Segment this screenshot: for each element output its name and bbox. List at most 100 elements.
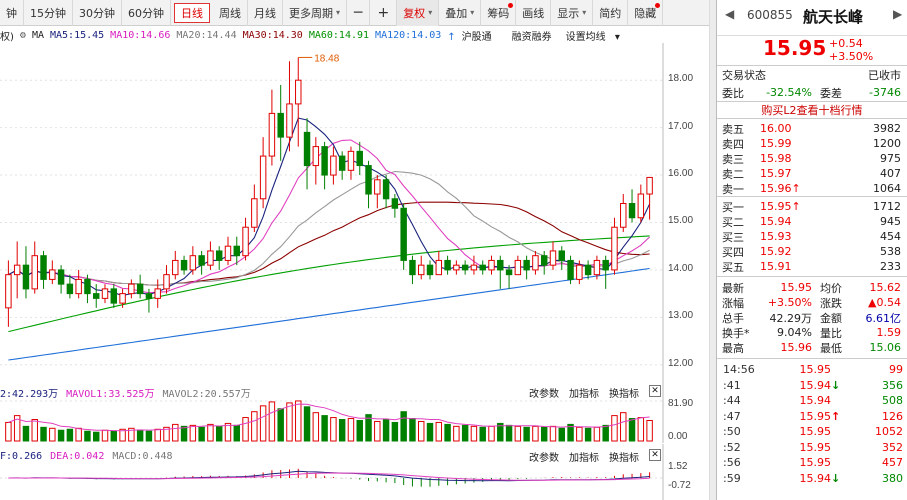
buy-level-price: 15.93 [760, 230, 820, 243]
vol-edit-params-button[interactable]: 改参数 [529, 389, 559, 400]
volume-bar [470, 425, 478, 442]
chips-label: 筹码 [487, 6, 510, 20]
simple-mode-button[interactable]: 简约 [593, 0, 629, 26]
candle-body [523, 259, 530, 271]
period-monthly-button[interactable]: 月线 [248, 0, 283, 26]
current-price: 15.95 [763, 36, 827, 60]
close-icon[interactable]: ✕ [649, 449, 661, 461]
candle-body [22, 264, 30, 290]
volume-bar [93, 431, 100, 442]
tick-row: :59 15.94 ↓ 380 [717, 471, 907, 487]
buy-level-price: 15.94 [760, 215, 820, 228]
candle-body [628, 203, 636, 219]
quote-value: 15.62 [869, 281, 902, 294]
period-15min-button[interactable]: 15分钟 [24, 0, 73, 26]
buy-level-price: 15.91 [760, 260, 820, 273]
period-60min-button[interactable]: 60分钟 [122, 0, 171, 26]
close-icon[interactable]: ✕ [649, 385, 661, 397]
quote-panel: ◀ 600855 航天长峰 ▶ 15.95 +0.54 +3.50% 交易状态 … [716, 0, 907, 500]
macd-switch-indicator-button[interactable]: 换指标 [609, 453, 639, 464]
mavol2-value: MAVOL2:20.557万 [162, 389, 251, 400]
tick-time: 14:56 [723, 363, 755, 377]
settings-icon[interactable]: ⚙ [19, 29, 26, 41]
overlay-button[interactable]: 叠加 ▾ [439, 0, 482, 26]
price-tick-label: 17.00 [668, 120, 694, 132]
volume-bar [461, 424, 469, 442]
volume-bar [593, 426, 601, 442]
volume-bar [611, 415, 618, 442]
candle-body [532, 255, 539, 271]
tick-price: 15.94 [799, 378, 832, 392]
tick-row: :52 15.95 352 [717, 440, 907, 456]
tick-volume: 352 [882, 440, 903, 454]
period-1min-button[interactable]: 钟 [0, 0, 24, 26]
buy-row[interactable]: 买二 15.94 945 [717, 214, 907, 229]
sell-price-text: 15.96 [760, 182, 792, 195]
volume-bar [444, 423, 451, 442]
quote-label: 换手* [722, 326, 750, 340]
prev-stock-icon[interactable]: ◀ [725, 7, 735, 21]
sell-row[interactable]: 卖三 15.98 975 [717, 151, 907, 166]
candle-body [558, 250, 565, 261]
sell-level-volume: 3982 [873, 122, 901, 135]
notification-dot-icon [508, 2, 514, 8]
sell-row[interactable]: 卖五 16.00 3982 [717, 121, 907, 136]
hide-button[interactable]: 隐藏 [628, 0, 664, 26]
volume-bar [110, 430, 118, 442]
period-weekly-button[interactable]: 周线 [213, 0, 248, 26]
sell-price-text: 15.98 [760, 152, 792, 165]
hgt-toggle[interactable]: ↑ 沪股通 [447, 28, 497, 43]
volume-bar [128, 427, 135, 442]
buy-price-text: 15.94 [760, 215, 792, 228]
buy-row[interactable]: 买五 15.91 233 [717, 259, 907, 274]
volume-bar [628, 418, 636, 442]
candle-body [215, 250, 223, 261]
volume-bar [409, 418, 416, 442]
volume-bar [453, 425, 460, 442]
buy-row[interactable]: 买四 15.92 538 [717, 244, 907, 259]
candle-body [286, 103, 293, 138]
vol-switch-indicator-button[interactable]: 换指标 [609, 389, 639, 400]
candle-body [453, 264, 460, 271]
period-daily-button[interactable]: 日线 [174, 2, 210, 23]
draw-line-button[interactable]: 画线 [516, 0, 552, 26]
candlestick-chart[interactable]: 18.48 [0, 43, 665, 383]
more-periods-button[interactable]: 更多周期 ▾ [283, 0, 348, 26]
l2-upgrade-link[interactable]: 购买L2查看十档行情 [717, 102, 907, 119]
candle-body [374, 179, 381, 195]
vertical-scrollbar[interactable] [709, 0, 716, 500]
ma10-line [8, 139, 650, 294]
margin-trading-toggle[interactable]: 融资融券 [511, 31, 552, 43]
stock-name: 航天长峰 [803, 8, 864, 26]
macd-add-indicator-button[interactable]: 加指标 [569, 453, 599, 464]
period-30min-button[interactable]: 30分钟 [73, 0, 122, 26]
sell-row[interactable]: 卖二 15.97 407 [717, 166, 907, 181]
candle-body [5, 274, 12, 309]
adjust-price-button[interactable]: 复权 ▾ [397, 0, 440, 26]
ma5-value: MA5:15.45 [49, 29, 105, 41]
volume-chart [0, 383, 664, 443]
volume-bar [479, 426, 486, 442]
display-label: 显示 [557, 6, 580, 20]
macd-edit-params-button[interactable]: 改参数 [529, 453, 559, 464]
vol-add-indicator-button[interactable]: 加指标 [569, 389, 599, 400]
buy-row[interactable]: 买一 15.95↑ 1712 [717, 199, 907, 214]
tick-price: 15.95 [799, 425, 832, 439]
price-tick-label: 13.00 [668, 310, 694, 322]
buy-row[interactable]: 买三 15.93 454 [717, 229, 907, 244]
hide-label: 隐藏 [634, 6, 657, 20]
sell-row[interactable]: 卖一 15.96↑ 1064 [717, 181, 907, 196]
status-label: 交易状态 [722, 69, 766, 82]
quote-value: 6.61亿 [865, 311, 902, 325]
volume-bar [505, 424, 513, 442]
ma-settings-button[interactable]: 设置均线 ▾ [566, 28, 626, 43]
chips-button[interactable]: 筹码 [481, 0, 517, 26]
zoom-out-button[interactable]: ─ [347, 0, 371, 26]
quote-label: 总手 [722, 311, 744, 325]
display-button[interactable]: 显示 ▾ [551, 0, 594, 26]
zoom-in-button[interactable]: + [370, 0, 398, 26]
tick-direction-icon: ↑ [831, 409, 841, 423]
volume-bar [567, 423, 574, 442]
next-stock-icon[interactable]: ▶ [893, 7, 903, 21]
sell-row[interactable]: 卖四 15.99 1200 [717, 136, 907, 151]
